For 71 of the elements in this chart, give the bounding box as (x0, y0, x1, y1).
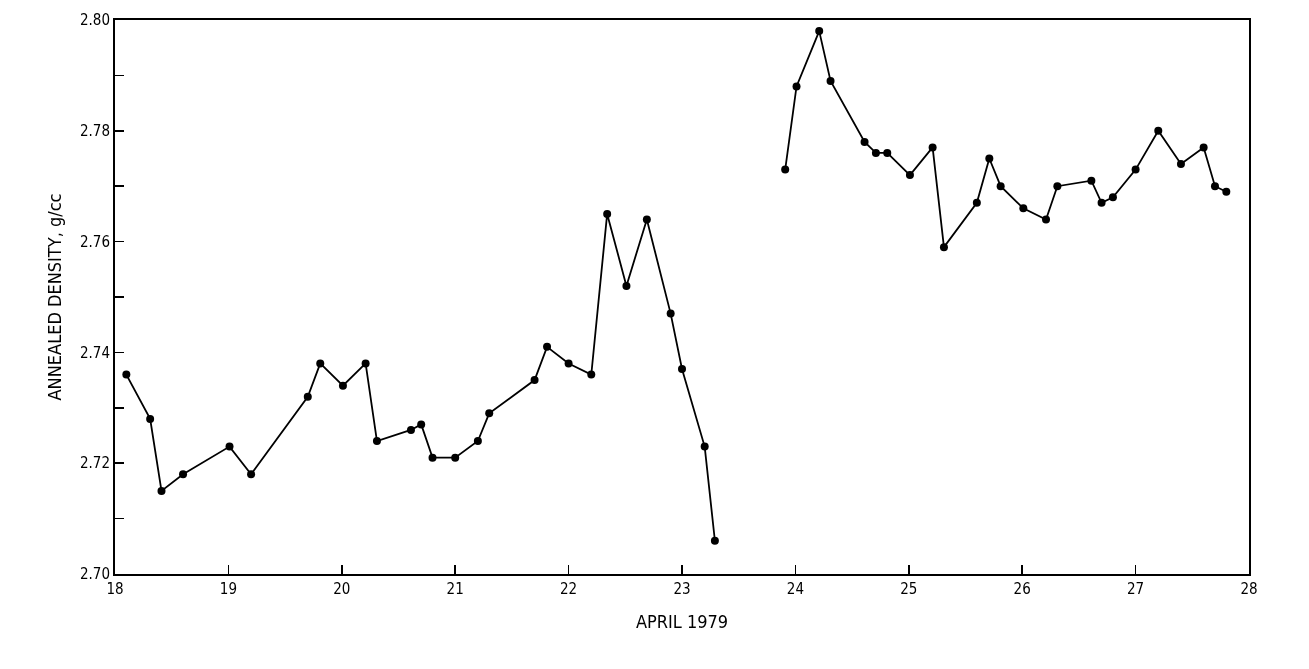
point (1053, 182, 1062, 191)
point (883, 148, 892, 157)
point (666, 309, 675, 318)
x-tick-label: 21 (446, 580, 464, 598)
point (225, 442, 234, 451)
point (1108, 193, 1117, 202)
point (700, 442, 709, 451)
point (1199, 143, 1208, 152)
point (928, 143, 937, 152)
point (146, 414, 155, 423)
x-tick-label: 23 (673, 580, 691, 598)
x-tick-label: 24 (786, 580, 804, 598)
point (122, 370, 131, 379)
y-tick-label: 2.80 (79, 11, 110, 30)
point (303, 392, 312, 401)
y-tick-label: 2.76 (79, 232, 110, 251)
point (678, 365, 686, 374)
x-tick-label: 26 (1013, 580, 1031, 598)
point (871, 148, 880, 157)
x-tick-label: 28 (1240, 580, 1258, 598)
point (530, 376, 539, 385)
x-tick-label: 19 (219, 580, 237, 598)
point (179, 470, 188, 479)
point (361, 359, 370, 368)
point (417, 420, 426, 429)
y-axis-title: ANNEALED DENSITY, g/cc (43, 193, 65, 401)
point (972, 198, 981, 207)
x-tick-label: 18 (106, 580, 124, 598)
point (406, 425, 415, 434)
point (603, 209, 612, 218)
x-tick-label: 25 (900, 580, 918, 598)
x-tick-label: 20 (333, 580, 351, 598)
y-tick-label: 2.74 (79, 343, 110, 362)
y-tick-label: 2.78 (79, 122, 110, 141)
point (996, 182, 1005, 191)
point (939, 243, 948, 252)
point (428, 453, 437, 462)
point (622, 281, 631, 290)
point (1131, 165, 1140, 174)
x-tick-label: 22 (560, 580, 578, 598)
point (815, 27, 824, 36)
point (1222, 187, 1231, 196)
point (1087, 176, 1096, 185)
point (485, 409, 494, 418)
point (587, 370, 596, 379)
point (710, 536, 719, 545)
point (792, 82, 801, 91)
point (1210, 182, 1219, 191)
point (860, 137, 869, 146)
point (473, 437, 482, 446)
point (157, 486, 166, 495)
point (451, 453, 460, 462)
point (642, 215, 651, 224)
point (1097, 198, 1106, 207)
point (372, 437, 381, 446)
point (826, 76, 835, 85)
x-axis-title: APRIL 1979 (635, 610, 729, 632)
point (543, 342, 552, 351)
point (1176, 160, 1185, 169)
point (1154, 126, 1163, 135)
point (316, 359, 325, 368)
point (338, 381, 347, 390)
point (781, 165, 790, 174)
x-tick-label: 27 (1127, 580, 1145, 598)
point (564, 359, 573, 368)
y-tick-label: 2.72 (79, 454, 110, 473)
point (905, 171, 914, 180)
point (1042, 215, 1051, 224)
point (1019, 204, 1028, 213)
point (985, 154, 994, 163)
point (247, 470, 256, 479)
